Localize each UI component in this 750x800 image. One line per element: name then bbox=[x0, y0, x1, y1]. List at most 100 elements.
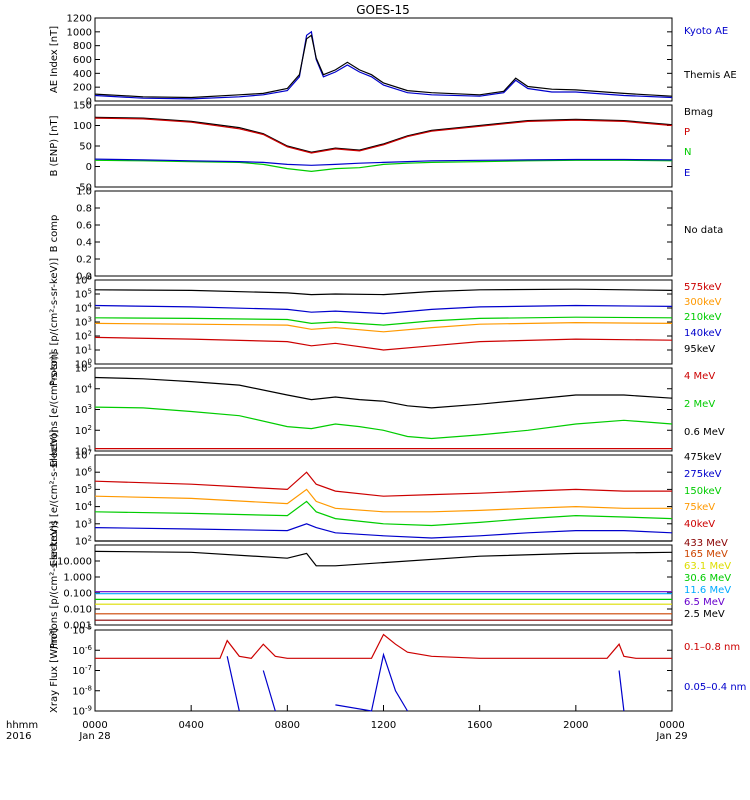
time-tick-label: 0800 bbox=[275, 720, 300, 731]
panel-7-ytick-label: 0.001 bbox=[63, 621, 92, 632]
panel-8-legend-item: 0.1–0.8 nm bbox=[684, 642, 740, 653]
panel-7-ytick-label: 0.010 bbox=[63, 605, 92, 616]
panel-1-frame bbox=[94, 17, 673, 102]
panel-5-ytick-label: 104 bbox=[75, 382, 93, 395]
panel-7-ytick-label: 0.100 bbox=[63, 589, 92, 600]
panel-1: 0 200 400 600 800 1000 1200 AE Index [nT] Kyoto … bbox=[49, 14, 737, 108]
panel-5-ytick-label: 105 bbox=[75, 362, 92, 375]
panel-6-series-40kev bbox=[94, 471, 672, 497]
panel-7-legend-item: 433 MeV bbox=[684, 538, 728, 549]
panel-7-ytick-label: 10.000 bbox=[57, 557, 92, 568]
panel-1-legend-item: Kyoto AE bbox=[684, 26, 728, 37]
panel-2-legend-item: E bbox=[684, 168, 690, 179]
panel-8-series-0-1-0-8-nm bbox=[95, 633, 672, 659]
panel-2-ytick-label: 100 bbox=[73, 121, 92, 132]
panel-7-legend-item: 2.5 MeV bbox=[684, 609, 725, 620]
panel-3-ytick-label: 0.6 bbox=[76, 221, 92, 232]
panel-4-series-575kev bbox=[94, 336, 673, 351]
panel-6-legend-item: 40keV bbox=[684, 519, 715, 530]
panel-1-series-themis-ae bbox=[94, 34, 673, 99]
time-tick-label: 0000 bbox=[659, 720, 684, 731]
panel-8-ytick-label: 10-9 bbox=[72, 705, 92, 718]
panel-1-ytick-label: 400 bbox=[73, 69, 92, 80]
panel-4-series-95kev bbox=[94, 288, 673, 296]
panel-7-frame bbox=[94, 544, 673, 626]
panel-7-ylabel: Protons [p/(cm²-s-sr-keV)] bbox=[49, 521, 60, 649]
panel-1-ytick-label: 1000 bbox=[67, 27, 92, 38]
panel-1-ylabel: AE Index [nT] bbox=[49, 26, 60, 93]
panel-4-ytick-label: 106 bbox=[75, 274, 93, 287]
panel-2-ytick-label: 0 bbox=[86, 162, 92, 173]
panel-4-frame bbox=[94, 279, 673, 365]
panel-2: -50 0 50 100 150 B (ENP) [nT] Bmag PNE bbox=[49, 101, 713, 194]
panel-3: 0.0 0.2 0.4 0.6 0.8 1.0 B comp No data bbox=[49, 187, 723, 283]
date-label-end: Jan 29 bbox=[655, 731, 687, 742]
panel-4-legend-item: 300keV bbox=[684, 297, 722, 308]
panel-8-series-0-05-0-4-nm bbox=[226, 652, 625, 712]
panel-6-ytick-label: 106 bbox=[75, 466, 93, 479]
panel-7-legend-item: 11.6 MeV bbox=[684, 585, 731, 596]
panel-5-series-2-mev bbox=[94, 406, 673, 440]
panel-4-legend-item: 95keV bbox=[684, 344, 715, 355]
panel-2-legend-item: P bbox=[684, 127, 690, 138]
panel-4-series-140kev bbox=[94, 304, 673, 315]
panel-2-ytick-label: 50 bbox=[79, 142, 92, 153]
panel-3-ytick-label: 1.0 bbox=[76, 187, 92, 198]
panel-1-ytick-label: 800 bbox=[73, 41, 92, 52]
panel-3-ytick-label: 0.2 bbox=[76, 255, 92, 266]
panel-4-ytick-label: 105 bbox=[75, 288, 92, 301]
panel-2-ytick-label: 150 bbox=[73, 101, 92, 112]
corner-label-hhmm: hhmm bbox=[6, 720, 38, 731]
panel-5-legend-item: 0.6 MeV bbox=[684, 427, 725, 438]
panel-6-legend-item: 275keV bbox=[684, 469, 722, 480]
panel-5-series-0-6-mev bbox=[94, 376, 673, 409]
panel-7-legend-item: 30.6 MeV bbox=[684, 573, 731, 584]
panel-8-ytick-label: 10-5 bbox=[72, 624, 92, 637]
time-tick-label: 0400 bbox=[178, 720, 203, 731]
panel-8-ytick-label: 10-7 bbox=[72, 664, 92, 677]
panel-7-legend-item: 6.5 MeV bbox=[684, 597, 725, 608]
panel-7-ytick-label: 1.000 bbox=[63, 573, 92, 584]
panel-7-legend-item: 63.1 MeV bbox=[684, 561, 731, 572]
panel-4-series-300kev bbox=[94, 321, 673, 333]
panel-6-series-75kev bbox=[94, 488, 672, 513]
panel-3-frame bbox=[94, 190, 673, 277]
panel-6-legend-item: 150keV bbox=[684, 486, 722, 497]
panel-7-legend-item: 165 MeV bbox=[684, 549, 728, 560]
panel-6-ylabel: Electrons [e/(cm²-s-sr-keV)] bbox=[49, 429, 60, 566]
panel-5-legend-item: 2 MeV bbox=[684, 399, 715, 410]
panel-8-ytick-label: 10-6 bbox=[72, 644, 92, 657]
panel-6-legend-item: 75keV bbox=[684, 502, 715, 513]
panel-6-ytick-label: 107 bbox=[75, 449, 92, 462]
panel-6-series-150kev bbox=[94, 500, 673, 527]
panel-6-ytick-label: 105 bbox=[75, 483, 92, 496]
panel-3-note: No data bbox=[684, 225, 723, 236]
panel-6-ytick-label: 104 bbox=[75, 500, 93, 513]
panel-2-legend-item: Bmag bbox=[684, 107, 713, 118]
panel-8: 10-9 10-8 10-7 10-6 10-5 Xray Flux [W/m²] 0.1–… bbox=[49, 624, 746, 718]
panel-1-legend-item: Themis AE bbox=[683, 70, 737, 81]
panel-1-ytick-label: 1200 bbox=[67, 14, 92, 25]
panel-2-ylabel: B (ENP) [nT] bbox=[49, 115, 60, 176]
panel-4-series-210kev bbox=[94, 316, 673, 326]
panel-3-ytick-label: 0.8 bbox=[76, 204, 92, 215]
panel-2-series-e bbox=[94, 158, 673, 166]
panel-5-ytick-label: 103 bbox=[75, 403, 92, 416]
panel-3-ylabel: B comp bbox=[49, 215, 60, 253]
panel-8-frame bbox=[94, 629, 673, 712]
panel-5-ylabel: Electrons [e/(cm²-s-sr)] bbox=[49, 352, 60, 468]
panel-3-ytick-label: 0.0 bbox=[76, 272, 92, 283]
panel-6-legend-item: 475keV bbox=[684, 452, 722, 463]
time-tick-label: 2000 bbox=[563, 720, 588, 731]
panel-4-ytick-label: 103 bbox=[75, 316, 92, 329]
panel-6-ytick-label: 102 bbox=[75, 535, 92, 548]
panel-8-legend-item: 0.05–0.4 nm bbox=[684, 682, 746, 693]
panel-2-series-p bbox=[94, 117, 673, 154]
panel-4-ytick-label: 101 bbox=[75, 344, 92, 357]
panel-6-ytick-label: 103 bbox=[75, 517, 92, 530]
panel-4-legend-item: 575keV bbox=[684, 282, 722, 293]
panel-2-ytick-label: -50 bbox=[76, 183, 92, 194]
